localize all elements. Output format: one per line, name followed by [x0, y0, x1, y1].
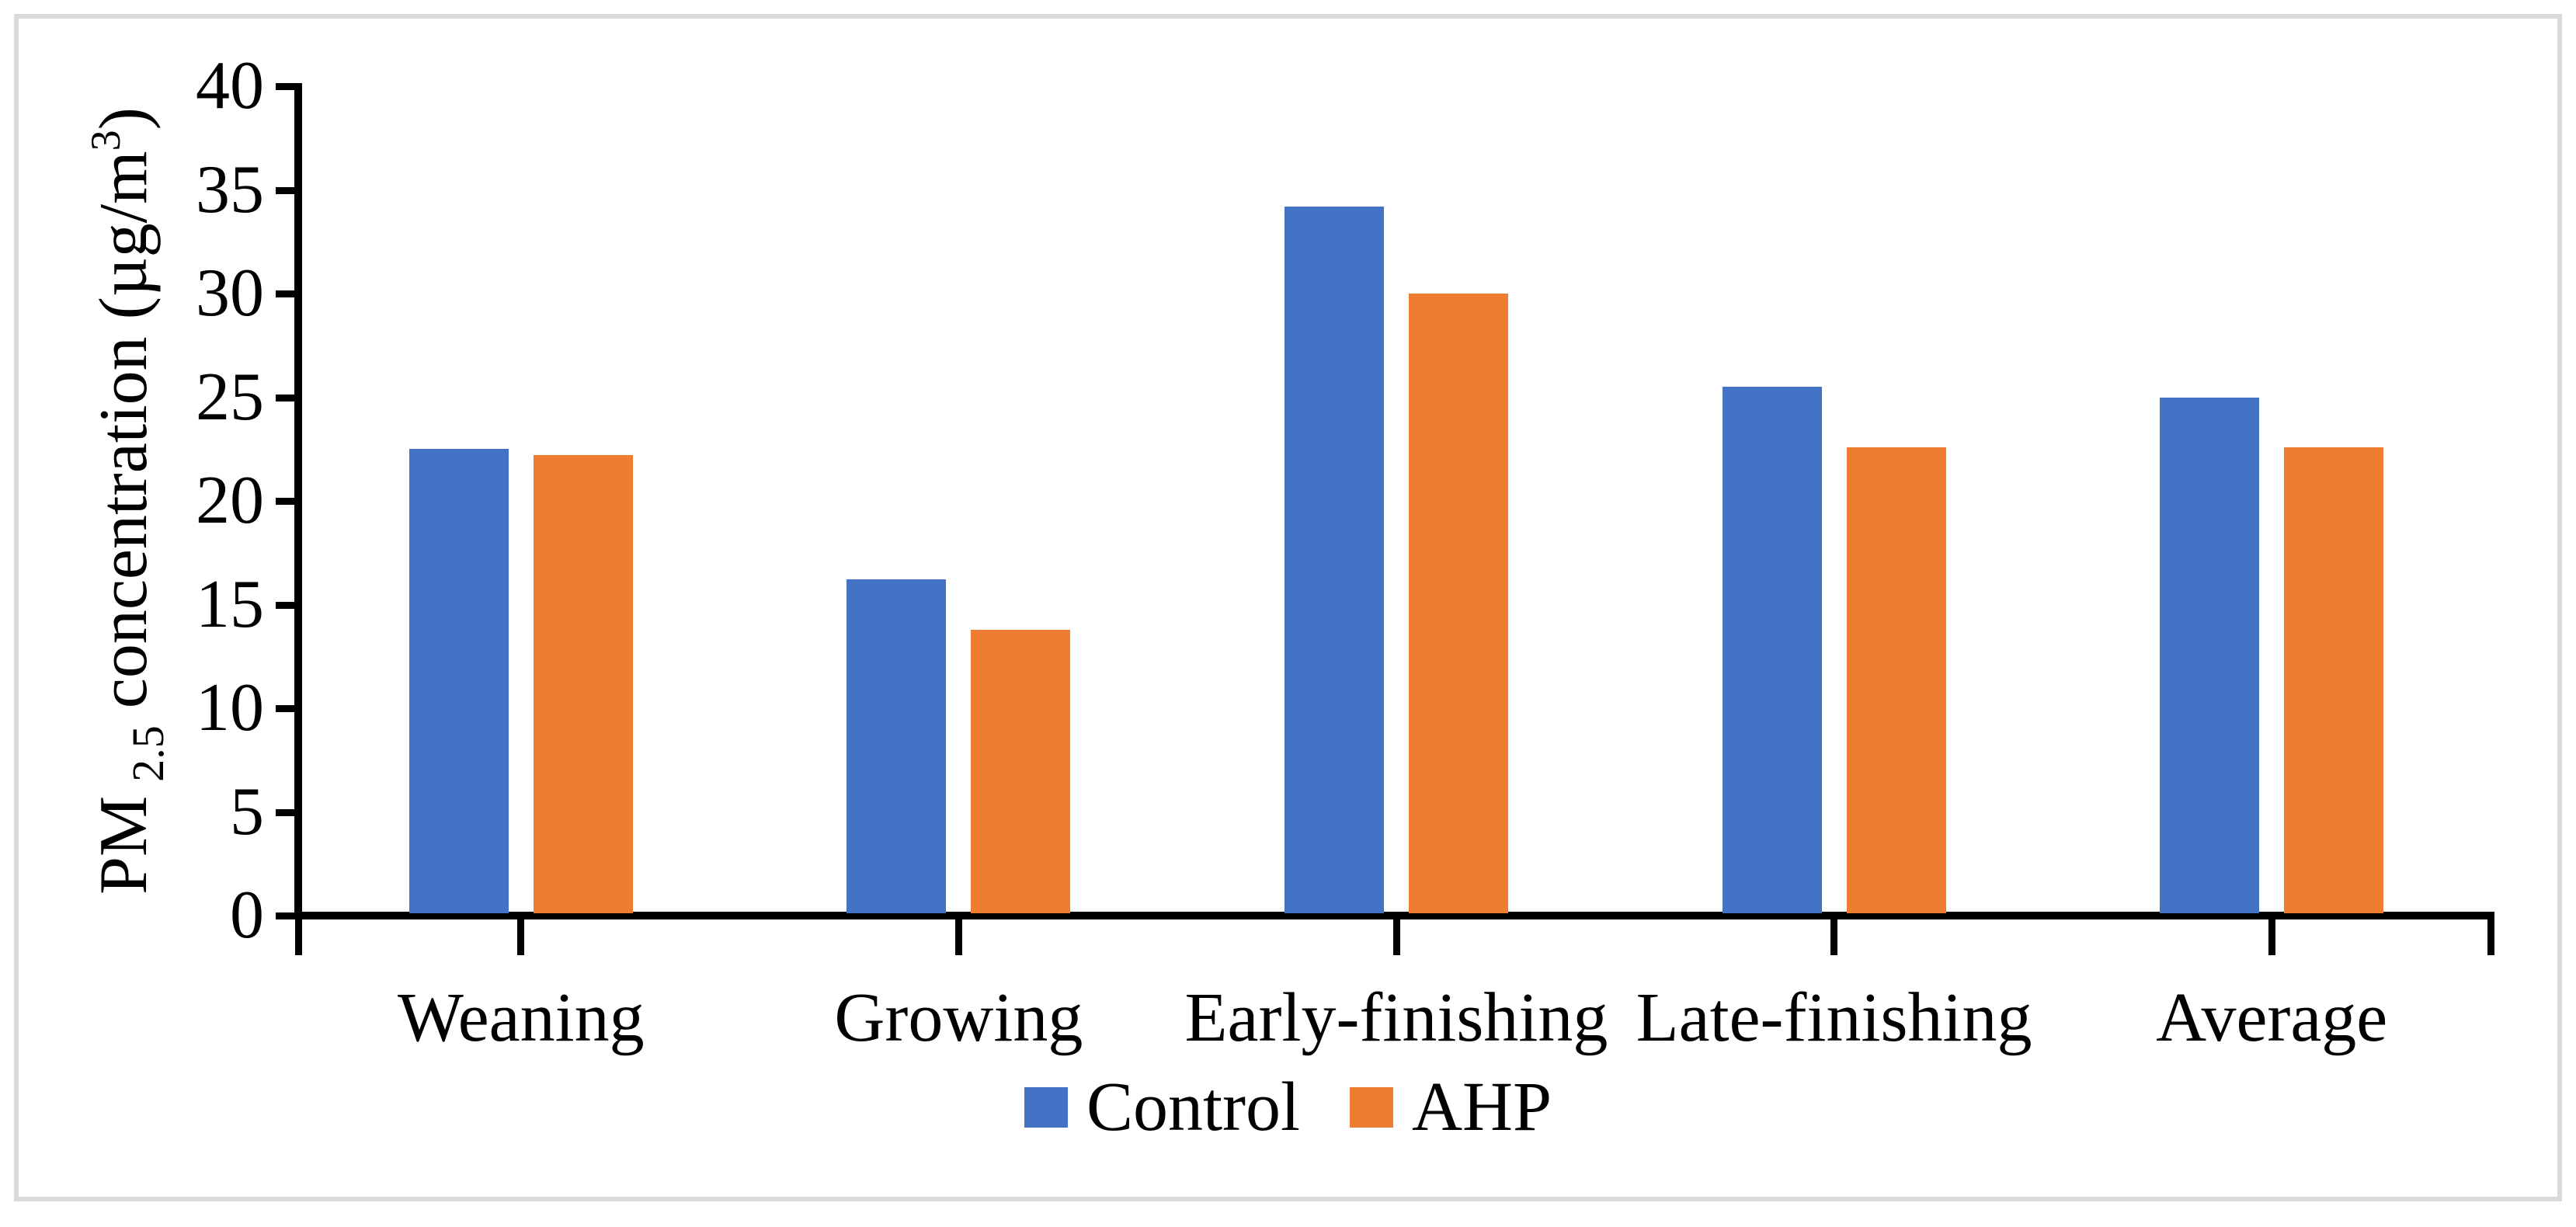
y-tick-label: 5	[230, 773, 264, 850]
x-category-label: Growing	[834, 979, 1083, 1056]
bar-ahp-average	[2284, 447, 2384, 913]
x-category-label: Early-finishing	[1184, 979, 1608, 1056]
bar-control-average	[2160, 397, 2260, 913]
legend-item-ahp: AHP	[1349, 1069, 1552, 1145]
y-tick-label: 25	[196, 359, 264, 435]
x-tick-mark	[2487, 919, 2494, 955]
y-tick-mark	[276, 912, 299, 919]
bar-ahp-weaning	[533, 455, 633, 913]
bar-control-late-finishing	[1722, 387, 1822, 913]
x-tick-mark	[294, 919, 302, 955]
y-tick-label: 0	[230, 878, 264, 953]
x-tick-mark	[517, 919, 525, 955]
y-tick-label: 40	[196, 48, 264, 123]
legend-item-control: Control	[1024, 1069, 1300, 1145]
chart-frame-border	[14, 14, 2562, 1201]
bar-control-early-finishing	[1285, 206, 1384, 913]
y-tick-mark	[276, 498, 299, 505]
y-tick-label: 35	[196, 151, 264, 228]
y-tick-mark	[276, 394, 299, 401]
y-axis-title-subscript: 2.5	[123, 725, 173, 782]
bar-ahp-early-finishing	[1409, 294, 1508, 913]
bar-control-weaning	[408, 449, 509, 913]
y-tick-mark	[276, 290, 299, 297]
y-tick-mark	[276, 808, 299, 816]
legend-label-ahp: AHP	[1411, 1069, 1552, 1145]
y-tick-label: 20	[196, 463, 264, 538]
x-category-label: Late-finishing	[1636, 979, 2032, 1056]
x-category-label: Weaning	[397, 979, 645, 1056]
y-tick-label: 10	[196, 670, 264, 746]
y-tick-mark	[276, 705, 299, 712]
bar-control-growing	[846, 579, 947, 913]
y-tick-label: 30	[196, 255, 264, 331]
x-axis-line	[294, 912, 2494, 919]
legend-swatch-control	[1024, 1087, 1068, 1128]
y-axis-title-prefix: PM	[86, 795, 162, 895]
y-tick-mark	[276, 186, 299, 194]
legend: Control AHP	[0, 1069, 2576, 1145]
y-axis-title: PM 2.5 concentration (µg/m3)	[82, 0, 173, 1006]
bar-ahp-growing	[971, 629, 1071, 913]
legend-swatch-ahp	[1349, 1087, 1393, 1128]
x-category-label: Average	[2156, 979, 2388, 1056]
x-tick-mark	[1392, 919, 1400, 955]
x-tick-mark	[1830, 919, 1838, 955]
y-axis-title-superscript: 3	[82, 130, 129, 151]
legend-label-control: Control	[1086, 1069, 1300, 1145]
x-tick-mark	[954, 919, 962, 955]
x-tick-mark	[2268, 919, 2275, 955]
y-axis-title-suffix: )	[86, 107, 162, 130]
y-axis-title-mid: concentration (µg/m	[86, 151, 162, 726]
y-tick-label: 15	[196, 566, 264, 642]
bar-ahp-late-finishing	[1846, 447, 1946, 913]
y-tick-mark	[276, 83, 299, 90]
y-tick-mark	[276, 601, 299, 609]
